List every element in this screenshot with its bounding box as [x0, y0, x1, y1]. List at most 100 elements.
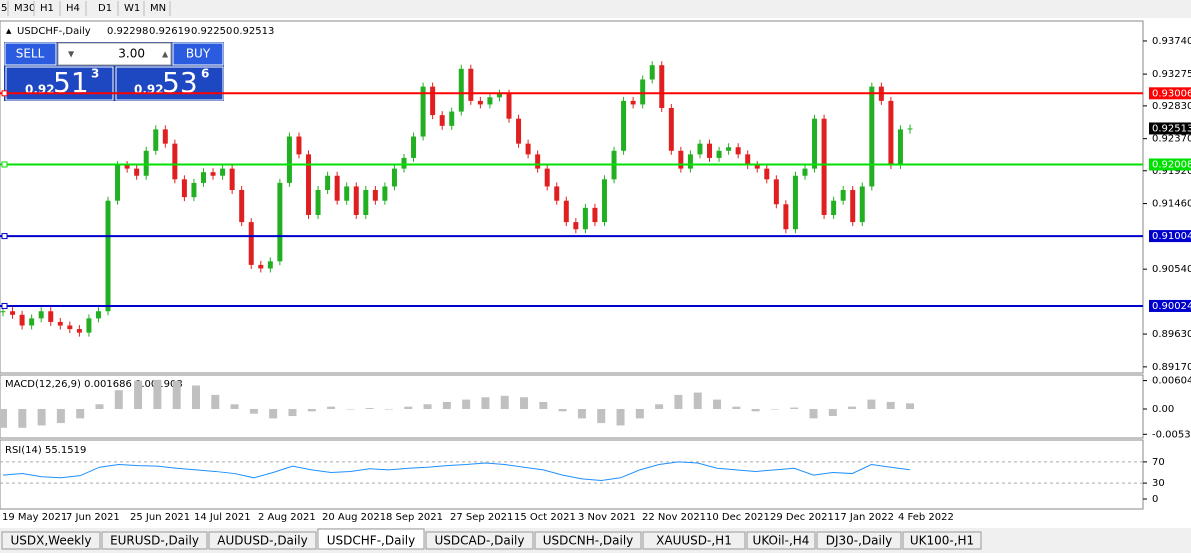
candle: [907, 128, 913, 130]
lots-down[interactable]: ▼: [68, 50, 75, 59]
timeframe-button[interactable]: 5: [1, 3, 7, 14]
date-label: 27 Sep 2021: [450, 512, 513, 523]
lots-input[interactable]: [57, 42, 172, 66]
macd-bar: [655, 404, 664, 409]
candle: [143, 150, 149, 176]
candle: [10, 311, 16, 315]
candle: [19, 314, 25, 326]
candle: [48, 311, 54, 322]
tab[interactable]: [746, 531, 816, 550]
candle: [535, 154, 541, 169]
date-label: 22 Nov 2021: [642, 512, 706, 523]
candle: [831, 200, 837, 215]
macd-bar: [867, 399, 876, 409]
candle: [0, 311, 6, 313]
candle: [563, 200, 569, 223]
tab-label: USDCHF-,Daily: [327, 534, 415, 548]
lots-value: 3.00: [118, 47, 145, 61]
tab[interactable]: [816, 531, 902, 550]
price-label: 0.89630: [1152, 329, 1191, 340]
current-price: 0.92513: [1152, 123, 1191, 134]
timeframe-button[interactable]: H4: [66, 3, 80, 14]
macd-bar: [0, 408, 7, 428]
candle: [792, 175, 798, 230]
date-label: 10 Dec 2021: [706, 512, 770, 523]
ask-box[interactable]: [115, 66, 224, 101]
candle: [802, 168, 808, 176]
symbol: USDCHF-,Daily: [17, 26, 91, 37]
macd-bar: [423, 404, 432, 409]
timeframe-button[interactable]: H1: [40, 3, 54, 14]
tab[interactable]: [101, 531, 208, 550]
level-label: 0.90024: [1152, 301, 1191, 312]
candle: [850, 190, 856, 223]
candle: [496, 93, 502, 98]
macd-tick-label: 0.00: [1152, 404, 1174, 415]
price-label: 0.92370: [1152, 134, 1191, 145]
bid-box[interactable]: [5, 66, 114, 101]
candle: [754, 165, 760, 169]
active-tab[interactable]: [317, 528, 425, 550]
price-label: 0.92830: [1152, 101, 1191, 112]
candle: [181, 179, 187, 198]
candle: [458, 68, 464, 112]
ask-prefix: 0.92: [134, 83, 164, 97]
timeframe-button[interactable]: W1: [124, 3, 140, 14]
candle: [296, 136, 302, 155]
candle: [601, 179, 607, 223]
candle: [210, 172, 216, 176]
price-label: 0.89170: [1152, 362, 1191, 373]
candle: [735, 147, 741, 155]
candle: [124, 165, 130, 169]
lots-up[interactable]: ▲: [162, 50, 169, 59]
date-label: 15 Oct 2021: [514, 512, 576, 523]
candle: [707, 143, 713, 158]
buy-label: BUY: [186, 47, 211, 61]
tab[interactable]: [208, 531, 317, 550]
macd-panel: [0, 374, 1144, 439]
macd-bar: [693, 392, 702, 409]
tab[interactable]: [425, 531, 534, 550]
tab[interactable]: [902, 531, 982, 550]
level-handle[interactable]: [1, 90, 8, 97]
level-handle[interactable]: [1, 233, 8, 240]
macd-bar: [577, 408, 586, 419]
ohlc-value: 0.92513: [233, 26, 274, 37]
level-handle[interactable]: [1, 302, 8, 309]
macd-bar: [770, 408, 779, 410]
candle: [659, 65, 665, 109]
candle: [267, 261, 273, 269]
tab[interactable]: [534, 531, 642, 550]
price-label: 0.91920: [1152, 166, 1191, 177]
macd-bar: [346, 408, 355, 410]
macd-bar: [732, 406, 741, 409]
tab[interactable]: [642, 531, 746, 550]
tab[interactable]: [1, 531, 101, 550]
timeframe-button[interactable]: M30: [14, 3, 35, 14]
macd-bar: [558, 408, 567, 412]
level-label: 0.92008: [1152, 159, 1191, 170]
candle: [277, 182, 283, 262]
candle: [372, 190, 378, 201]
candle: [286, 136, 292, 183]
candle: [29, 318, 35, 326]
macd-bar: [327, 406, 336, 409]
timeframe-button[interactable]: MN: [150, 3, 166, 14]
timeframe-button[interactable]: D1: [98, 3, 112, 14]
candle: [821, 118, 827, 215]
candle: [544, 168, 550, 187]
ohlc-value: 0.92298: [107, 26, 148, 37]
current-tag: [1149, 122, 1191, 135]
buy-button[interactable]: [172, 42, 224, 66]
candle: [449, 111, 455, 126]
date-label: 20 Aug 2021: [322, 512, 386, 523]
level-handle[interactable]: [1, 161, 8, 168]
macd-bar: [172, 380, 181, 409]
tab-label: DJ30-,Daily: [826, 534, 893, 548]
sell-button[interactable]: [4, 42, 57, 66]
candle: [38, 311, 44, 319]
candle: [439, 115, 445, 126]
candle: [344, 186, 350, 201]
